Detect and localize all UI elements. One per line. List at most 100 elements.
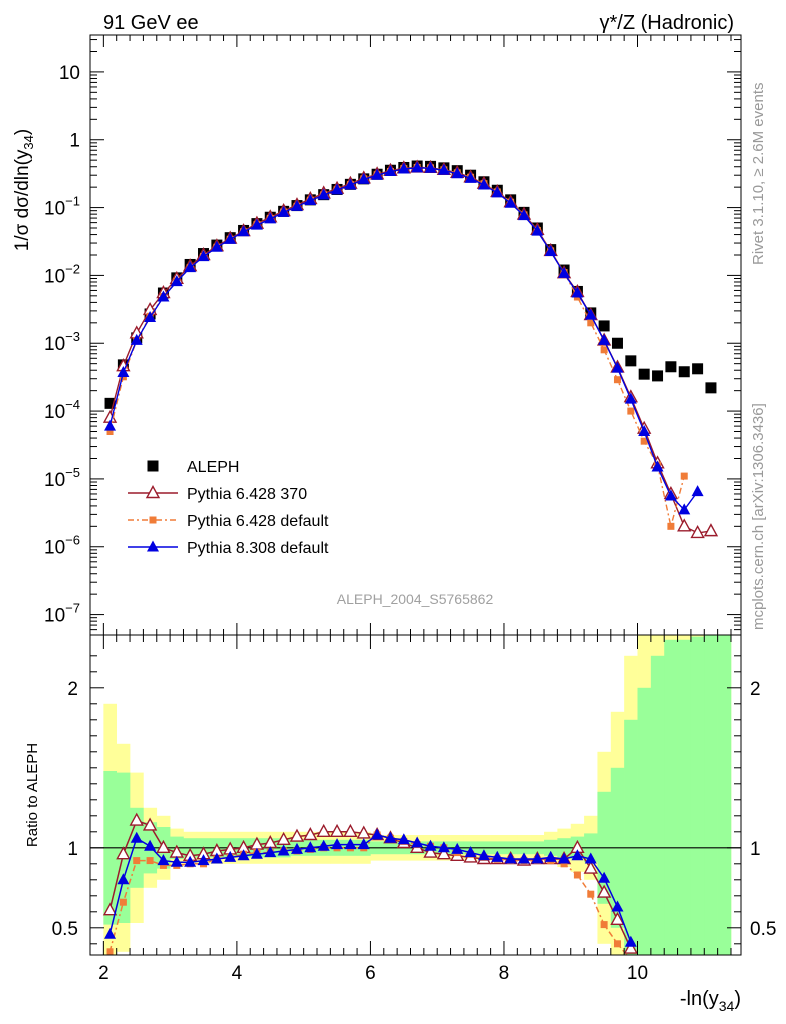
ratio-inner-band [677, 639, 692, 955]
main-data-point [705, 382, 717, 394]
ratio-data-point [451, 842, 464, 854]
main-data-point [290, 199, 303, 211]
ratio-data-point [130, 831, 143, 843]
ratio-data-point [224, 850, 237, 862]
main-y-ticks: 10 1 10−1 10−2 10−3 10−4 10−5 10−6 10−7 [44, 35, 741, 636]
legend-marker [145, 485, 161, 499]
ratio-data-point [117, 873, 130, 885]
x-tick-label: 10 [627, 963, 648, 984]
ratio-data-point [106, 948, 114, 955]
main-data-point [424, 161, 437, 173]
main-data-point [678, 503, 691, 515]
analysis-watermark: ALEPH_2004_S5765862 [337, 591, 494, 607]
ratio-series-line [109, 834, 628, 955]
legend-marker [149, 516, 157, 524]
x-axis-label-main: -ln(y [680, 988, 719, 1010]
main-data-point [690, 524, 705, 539]
ratio-data-point [250, 847, 263, 859]
ratio-data-point [144, 839, 157, 851]
header-right-title: γ*/Z (Hadronic) [600, 12, 734, 34]
x-tick-label: 2 [98, 963, 109, 984]
main-y-tick-label: 10−6 [44, 533, 80, 559]
ratio-data-point [197, 854, 210, 866]
legend-label: Pythia 8.308 default [187, 540, 329, 557]
ratio-data-point [159, 861, 167, 869]
main-data-point [598, 333, 611, 345]
ratio-data-point [423, 844, 438, 858]
ratio-data-point [157, 854, 170, 866]
ratio-series-2 [104, 828, 637, 947]
ratio-data-point [184, 855, 197, 867]
main-data-point [331, 183, 344, 195]
main-data-point [625, 355, 637, 367]
main-data-point [598, 320, 610, 332]
ratio-data-point [397, 833, 410, 845]
ratio-data-point [623, 940, 639, 954]
ratio-data-point [624, 935, 637, 947]
main-data-point [544, 245, 557, 257]
main-y-tick-label: 10−5 [44, 465, 80, 491]
ratio-data-point [613, 940, 621, 948]
main-data-point [638, 368, 650, 380]
x-tick-label: 8 [499, 963, 510, 984]
ratio-inner-band [690, 636, 705, 955]
main-y-axis-label-close: ) [12, 129, 33, 135]
main-data-point [667, 522, 675, 530]
ratio-data-point [598, 871, 611, 883]
ratio-data-point [277, 844, 290, 856]
x-axis-label-close: ) [734, 988, 741, 1010]
main-data-point [117, 366, 130, 378]
main-y-tick-label: 10−3 [44, 329, 80, 355]
ratio-data-point [504, 852, 517, 864]
ratio-data-point [119, 898, 127, 906]
main-y-tick-label: 1 [69, 131, 80, 152]
ratio-data-point [411, 836, 424, 848]
main-series-group [102, 159, 719, 539]
ratio-data-point [210, 852, 223, 864]
ratio-data-point [344, 838, 357, 850]
legend-label: Pythia 6.428 370 [187, 486, 307, 503]
main-data-point [210, 240, 223, 252]
ratio-data-point [571, 849, 584, 861]
ratio-inner-band [664, 639, 678, 955]
main-y-tick-label: 10−2 [44, 261, 80, 287]
main-data-point [638, 424, 651, 436]
ratio-data-point [584, 852, 597, 864]
legend: ALEPH Pythia 6.428 370 Pythia 6.428 defaul… [128, 459, 329, 557]
ratio-data-point [264, 846, 277, 858]
main-data-point [451, 167, 464, 179]
main-data-point [344, 178, 357, 190]
ratio-data-point [384, 831, 397, 843]
ratio-inner-band [624, 719, 638, 955]
ratio-data-point [424, 839, 437, 851]
main-data-point [371, 168, 384, 180]
ratio-data-point [573, 871, 581, 879]
main-data-point [411, 161, 424, 173]
legend-marker [147, 540, 159, 552]
main-data-point [130, 333, 143, 345]
main-data-point [357, 172, 370, 184]
legend-marker [147, 460, 159, 472]
main-data-point [104, 419, 117, 431]
ratio-data-point [133, 857, 141, 865]
main-data-point [264, 212, 277, 224]
ratio-data-point [583, 860, 598, 874]
main-data-point [691, 485, 704, 497]
ratio-series-line [109, 834, 632, 943]
ratio-y-tick-label-left: 0.5 [52, 919, 78, 940]
main-data-point [170, 275, 183, 287]
ratio-y-tick-label-right: 0.5 [750, 919, 776, 940]
main-data-point [184, 261, 197, 273]
ratio-data-point [303, 827, 318, 841]
main-data-point [571, 286, 584, 298]
ratio-uncertainty-bands [90, 635, 741, 955]
main-data-point [680, 472, 688, 480]
main-data-point [587, 319, 595, 327]
ratio-data-point [142, 817, 158, 831]
legend-label: ALEPH [187, 459, 239, 476]
ratio-data-point [436, 846, 452, 860]
main-data-point [477, 178, 490, 190]
ratio-data-point [558, 852, 571, 864]
main-data-point [664, 489, 677, 501]
main-data-point [304, 194, 317, 206]
